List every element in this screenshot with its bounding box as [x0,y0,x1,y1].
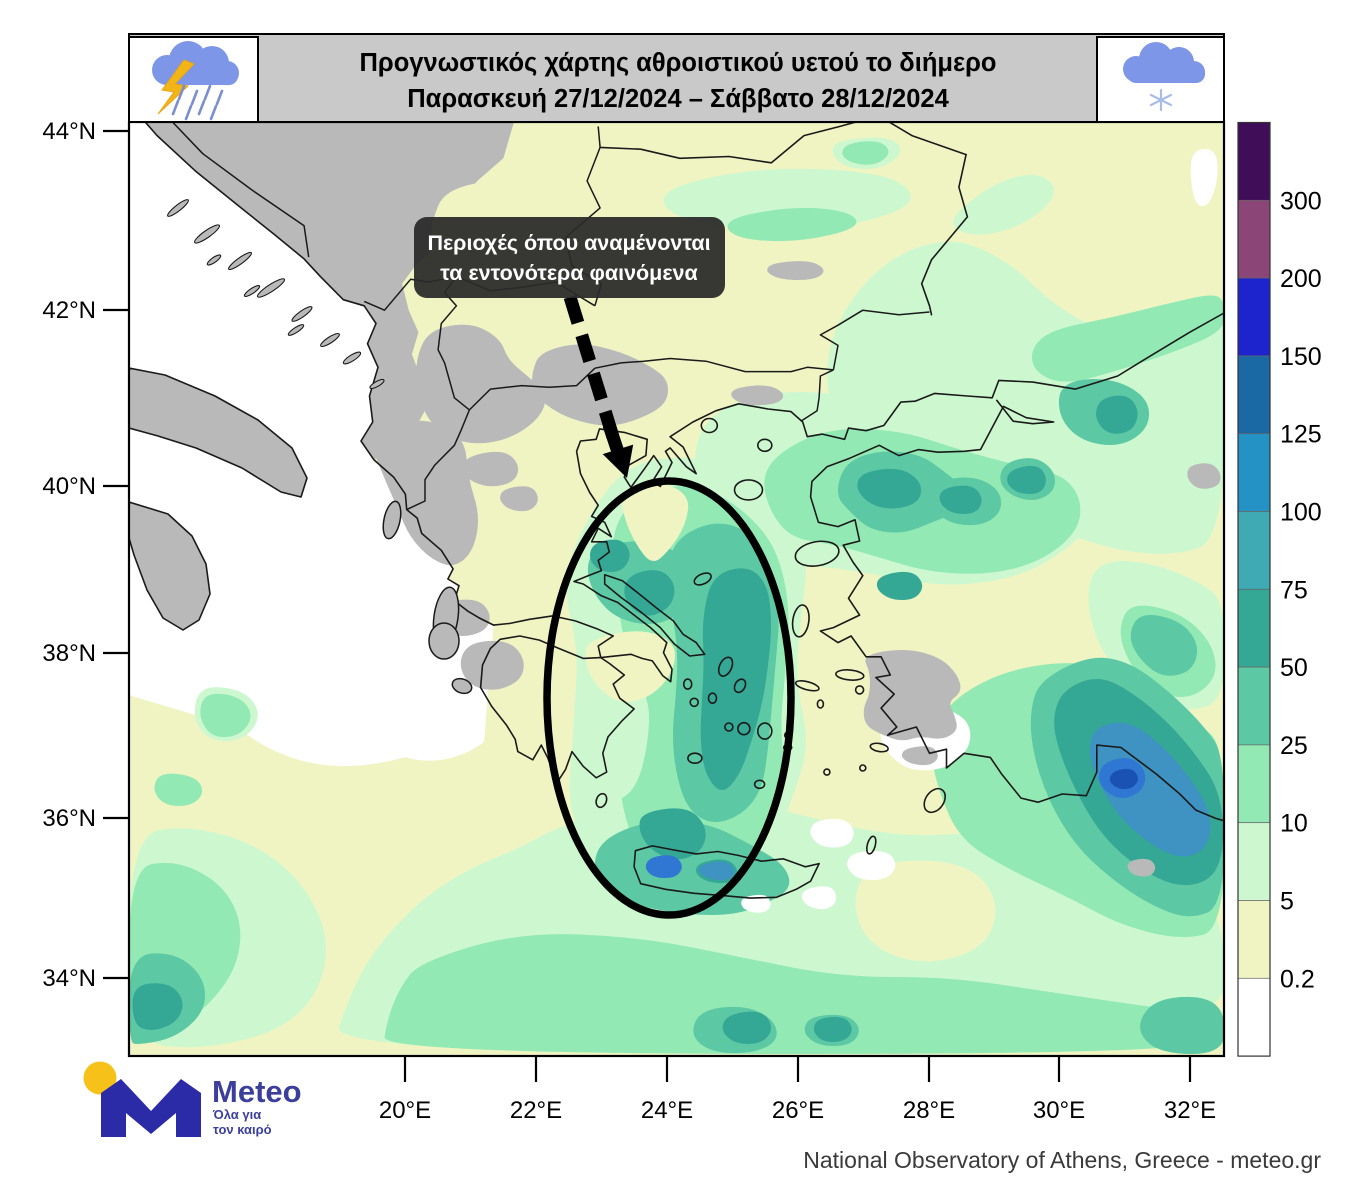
svg-text:125: 125 [1280,421,1322,449]
svg-text:300: 300 [1280,187,1322,215]
svg-text:50: 50 [1280,654,1308,682]
svg-text:10: 10 [1280,810,1308,838]
svg-text:22°E: 22°E [510,1097,562,1124]
svg-text:τον καιρό: τον καιρό [213,1122,272,1137]
svg-text:100: 100 [1280,499,1322,527]
svg-text:75: 75 [1280,576,1308,604]
svg-text:38°N: 38°N [42,640,96,667]
svg-text:150: 150 [1280,343,1322,371]
svg-text:44°N: 44°N [42,118,96,145]
svg-text:32°E: 32°E [1164,1097,1216,1124]
svg-text:25: 25 [1280,732,1308,760]
svg-text:5: 5 [1280,888,1294,916]
svg-text:30°E: 30°E [1033,1097,1085,1124]
svg-text:36°N: 36°N [42,805,96,832]
svg-text:Προγνωστικός χάρτης αθροιστικο: Προγνωστικός χάρτης αθροιστικού υετού το… [360,49,997,77]
svg-text:Όλα για: Όλα για [212,1107,261,1122]
svg-text:28°E: 28°E [903,1097,955,1124]
svg-text:Περιοχές όπου αναμένονται: Περιοχές όπου αναμένονται [427,231,710,255]
svg-text:34°N: 34°N [42,965,96,992]
svg-text:τα εντονότερα φαινόμενα: τα εντονότερα φαινόμενα [440,261,697,285]
svg-text:26°E: 26°E [772,1097,824,1124]
svg-text:24°E: 24°E [641,1097,693,1124]
svg-text:42°N: 42°N [42,297,96,324]
svg-text:40°N: 40°N [42,473,96,500]
svg-text:20°E: 20°E [379,1097,431,1124]
svg-text:Meteo: Meteo [212,1074,302,1109]
svg-text:National Observatory of Athens: National Observatory of Athens, Greece -… [803,1147,1321,1173]
svg-text:200: 200 [1280,265,1322,293]
svg-text:0.2: 0.2 [1280,965,1315,993]
svg-text:Παρασκευή 27/12/2024 – Σάββατο: Παρασκευή 27/12/2024 – Σάββατο 28/12/202… [407,85,949,113]
